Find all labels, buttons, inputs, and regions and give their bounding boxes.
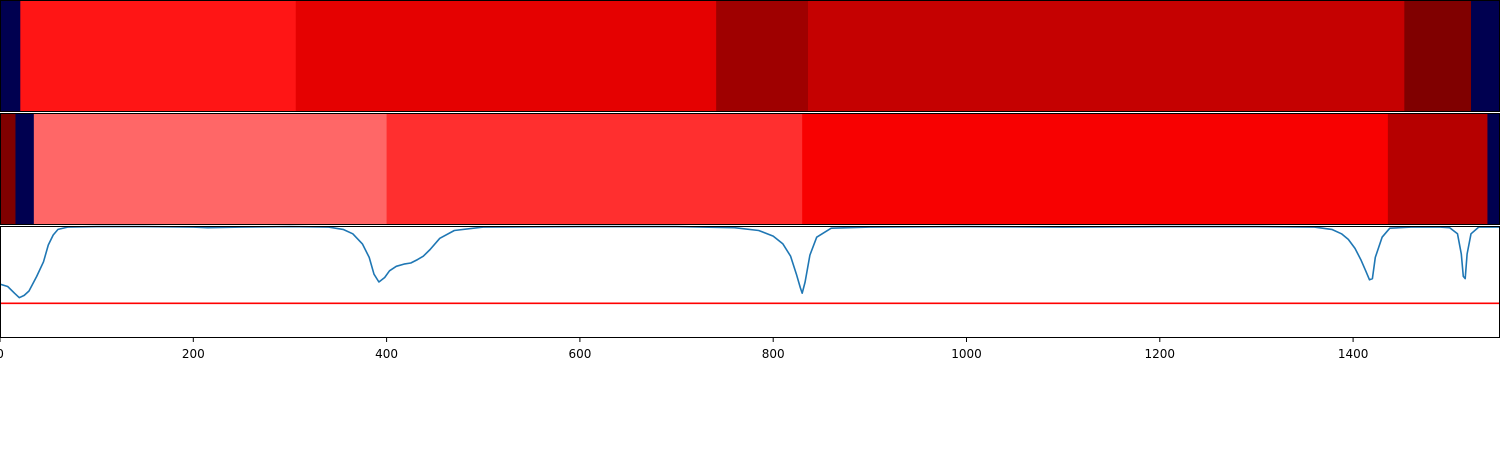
x-tick-label: 200 (182, 347, 205, 361)
heatmap-segment (295, 0, 717, 112)
x-tick-label: 400 (375, 347, 398, 361)
heatmap-segment (386, 113, 803, 225)
heatmap-segment (1404, 0, 1472, 112)
x-tick-label: 1400 (1338, 347, 1369, 361)
x-tick-label: 600 (568, 347, 591, 361)
heatmap-segment (0, 113, 16, 225)
heatmap-segment (802, 113, 1389, 225)
x-tick-label: 1000 (951, 347, 982, 361)
heatmap-segment (15, 113, 35, 225)
heatmap-segment (20, 0, 297, 112)
heatmap-segment (0, 0, 21, 112)
heatmap-segment (33, 113, 388, 225)
heatmap-strip-middle (0, 113, 1500, 225)
heatmap-segment (1387, 113, 1488, 225)
heatmap-segment (807, 0, 1405, 112)
x-tick-label: 800 (762, 347, 785, 361)
heatmap-strip-top (0, 0, 1500, 112)
x-axis: 0 200 400 600 800 1000 1200 1400 (0, 338, 1368, 361)
heatmap-segment (1487, 113, 1500, 225)
x-tick-label: 0 (0, 347, 4, 361)
x-tick-label: 1200 (1145, 347, 1176, 361)
heatmap-segment (716, 0, 809, 112)
heatmap-segment (1471, 0, 1500, 112)
